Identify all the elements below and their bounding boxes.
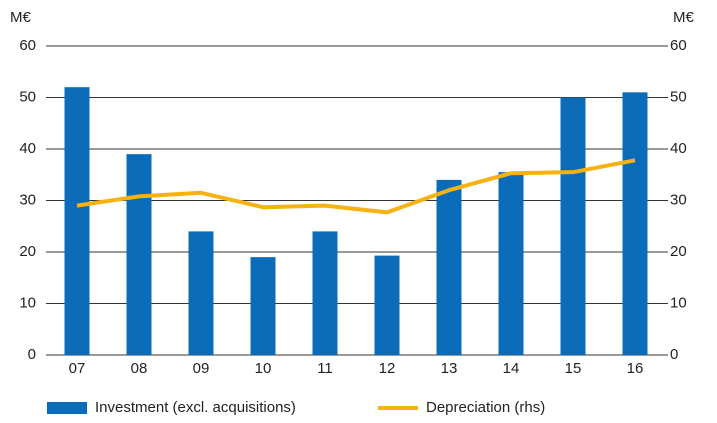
x-tick-label: 10	[255, 360, 272, 377]
y-tick-label: 10	[19, 294, 36, 311]
bar	[126, 154, 152, 355]
y-tick-label: 0	[28, 346, 36, 363]
x-tick-label: 16	[627, 360, 644, 377]
y2-tick-label: 10	[670, 294, 687, 311]
y2-tick-label: 60	[670, 37, 687, 54]
y-tick-label: 60	[19, 37, 36, 54]
bar	[374, 255, 400, 355]
x-tick-label: 11	[317, 360, 333, 377]
y2-axis-label: M€	[673, 9, 694, 26]
x-tick-label: 07	[69, 360, 86, 377]
legend-label: Depreciation (rhs)	[426, 399, 545, 416]
y2-tick-label: 30	[670, 191, 687, 208]
bar	[560, 97, 586, 355]
x-tick-label: 13	[441, 360, 458, 377]
legend-swatch	[47, 402, 87, 414]
y-tick-label: 20	[19, 243, 36, 260]
x-tick-label: 08	[131, 360, 148, 377]
x-tick-label: 12	[379, 360, 396, 377]
bar	[64, 87, 90, 355]
line	[76, 158, 636, 215]
y-axis-label: M€	[10, 9, 31, 26]
y-tick-label: 50	[19, 88, 36, 105]
legend-label: Investment (excl. acquisitions)	[95, 399, 296, 416]
bar	[436, 179, 462, 355]
x-tick-label: 14	[503, 360, 520, 377]
bar	[498, 172, 524, 355]
x-tick-label: 15	[565, 360, 582, 377]
y2-tick-label: 50	[670, 88, 687, 105]
bar	[312, 231, 338, 355]
y-tick-label: 30	[19, 191, 36, 208]
y-tick-label: 40	[19, 140, 36, 157]
y2-tick-label: 20	[670, 243, 687, 260]
bar	[622, 92, 648, 355]
y2-tick-label: 40	[670, 140, 687, 157]
bar	[188, 231, 214, 355]
x-tick-label: 09	[193, 360, 210, 377]
bar	[250, 257, 276, 355]
y2-tick-label: 0	[670, 346, 678, 363]
